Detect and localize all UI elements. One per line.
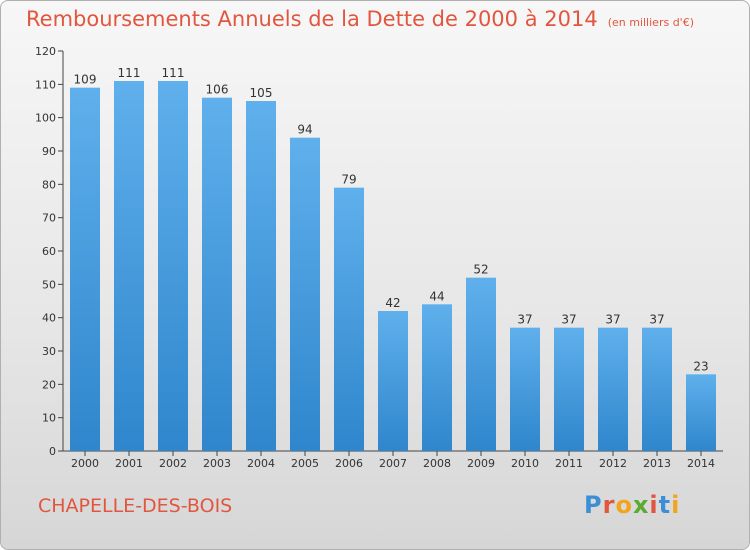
x-tick-label: 2007 xyxy=(379,457,407,470)
axes: 0 10 20 30 40 50 60 70 80 90 100 110 120 2000 2001 2002… xyxy=(35,45,723,470)
bar-value-label: 37 xyxy=(517,313,532,327)
bars xyxy=(70,81,716,452)
y-tick-label: 110 xyxy=(35,78,56,91)
proxiti-logo: Proxiti xyxy=(584,491,680,519)
x-tick-label: 2000 xyxy=(71,457,99,470)
x-tick-label: 2005 xyxy=(291,457,319,470)
bar xyxy=(334,187,364,451)
logo-letter: o xyxy=(615,491,633,519)
bar xyxy=(466,277,496,451)
chart-unit: (en milliers d'€) xyxy=(607,16,694,29)
bar xyxy=(290,137,320,451)
bar xyxy=(642,327,672,451)
x-tick-label: 2003 xyxy=(203,457,231,470)
bar xyxy=(114,81,144,451)
commune-name: CHAPELLE-DES-BOIS xyxy=(38,495,233,517)
y-tick-label: 50 xyxy=(42,278,56,291)
y-tick-label: 40 xyxy=(42,312,56,325)
bar-value-label: 44 xyxy=(429,289,444,303)
y-tick-label: 30 xyxy=(42,345,56,358)
y-tick-label: 60 xyxy=(42,245,56,258)
x-tick-label: 2002 xyxy=(159,457,187,470)
logo-letter: i xyxy=(671,491,681,519)
bar xyxy=(598,327,628,451)
y-tick-label: 0 xyxy=(49,445,56,458)
bar xyxy=(554,327,584,451)
y-tick-label: 100 xyxy=(35,112,56,125)
bar-value-label: 52 xyxy=(473,263,488,277)
bar xyxy=(422,304,452,451)
y-tick-label: 10 xyxy=(42,412,56,425)
bar-value-label: 94 xyxy=(297,123,312,137)
bar-value-label: 37 xyxy=(649,313,664,327)
x-tick-label: 2011 xyxy=(555,457,583,470)
bar-value-label: 111 xyxy=(162,66,185,80)
y-tick-label: 70 xyxy=(42,212,56,225)
x-tick-label: 2014 xyxy=(687,457,715,470)
bar xyxy=(246,101,276,451)
logo-letter: t xyxy=(658,491,672,519)
x-tick-label: 2001 xyxy=(115,457,143,470)
chart-title-text: Remboursements Annuels de la Dette de 20… xyxy=(26,7,598,31)
chart-title: Remboursements Annuels de la Dette de 20… xyxy=(26,7,694,31)
x-tick-label: 2006 xyxy=(335,457,363,470)
bar-value-label: 109 xyxy=(74,73,97,87)
bar xyxy=(202,97,232,452)
logo-letter: i xyxy=(649,491,659,519)
y-tick-label: 80 xyxy=(42,178,56,191)
bar-value-label: 42 xyxy=(385,296,400,310)
bar-value-label: 23 xyxy=(693,359,708,373)
y-tick-label: 120 xyxy=(35,45,56,58)
bar-value-label: 79 xyxy=(341,173,356,187)
x-tick-label: 2010 xyxy=(511,457,539,470)
bar-value-label: 111 xyxy=(118,66,141,80)
y-tick-label: 90 xyxy=(42,145,56,158)
x-tick-label: 2012 xyxy=(599,457,627,470)
logo-letter: x xyxy=(632,491,650,519)
bar xyxy=(378,311,408,451)
x-tick-label: 2004 xyxy=(247,457,275,470)
bar-labels: 109 111 111 106 105 94 79 42 44 52 37 37 37 37 23 xyxy=(74,66,709,373)
x-tick-label: 2008 xyxy=(423,457,451,470)
logo-letter: P xyxy=(584,491,603,519)
logo-letter: r xyxy=(602,491,616,519)
x-tick-label: 2013 xyxy=(643,457,671,470)
bar xyxy=(510,327,540,451)
bar-value-label: 106 xyxy=(206,83,229,97)
bar xyxy=(686,374,716,451)
bar-value-label: 37 xyxy=(605,313,620,327)
bar-value-label: 37 xyxy=(561,313,576,327)
y-tick-label: 20 xyxy=(42,378,56,391)
x-tick-label: 2009 xyxy=(467,457,495,470)
bar-value-label: 105 xyxy=(250,86,273,100)
bar xyxy=(158,81,188,451)
bar xyxy=(70,87,100,452)
